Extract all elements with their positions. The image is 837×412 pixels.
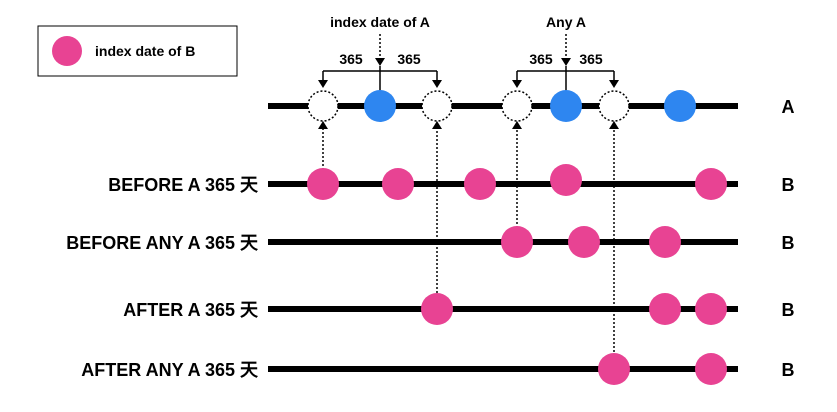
b-event-marker — [550, 164, 582, 196]
b-event-marker — [695, 168, 727, 200]
row-tag: A — [782, 97, 795, 117]
b-event-marker — [501, 226, 533, 258]
legend-marker — [52, 36, 82, 66]
row-label: BEFORE A 365 天 — [108, 175, 259, 195]
b-event-marker — [598, 353, 630, 385]
a-event-marker — [664, 90, 696, 122]
window-start-marker — [307, 90, 339, 122]
any-interval-left-label: 365 — [529, 51, 553, 67]
index-title-arrowhead — [375, 58, 385, 66]
row-tag: B — [782, 175, 795, 195]
b-event-marker — [382, 168, 414, 200]
row-after-a: AFTER A 365 天 B — [123, 293, 795, 325]
row-a: A — [268, 90, 795, 122]
row-tag: B — [782, 300, 795, 320]
b-event-marker — [649, 293, 681, 325]
a-event-marker — [364, 90, 396, 122]
row-after-any-a: AFTER ANY A 365 天 B — [81, 353, 795, 385]
b-event-marker — [307, 168, 339, 200]
row-label: BEFORE ANY A 365 天 — [66, 233, 259, 253]
b-event-marker — [568, 226, 600, 258]
any-interval-right-label: 365 — [579, 51, 603, 67]
any-bracket: 365 365 — [512, 51, 619, 92]
row-label: AFTER ANY A 365 天 — [81, 360, 259, 380]
row-before-any-a: BEFORE ANY A 365 天 B — [66, 226, 795, 258]
legend-label: index date of B — [95, 43, 195, 59]
a-event-marker — [550, 90, 582, 122]
row-tag: B — [782, 233, 795, 253]
row-tag: B — [782, 360, 795, 380]
b-event-marker — [695, 353, 727, 385]
any-window-end-marker — [598, 90, 630, 122]
any-a-title: Any A — [546, 14, 586, 30]
interval-left-label: 365 — [339, 51, 363, 67]
window-end-marker — [421, 90, 453, 122]
b-event-marker — [649, 226, 681, 258]
legend: index date of B — [37, 25, 238, 77]
index-date-title: index date of A — [330, 14, 430, 30]
index-bracket: 365 365 — [318, 51, 442, 92]
row-label: AFTER A 365 天 — [123, 300, 259, 320]
b-event-marker — [421, 293, 453, 325]
any-window-start-marker — [501, 90, 533, 122]
b-event-marker — [464, 168, 496, 200]
any-title-arrowhead — [561, 58, 571, 66]
interval-right-label: 365 — [397, 51, 421, 67]
row-before-a: BEFORE A 365 天 B — [108, 164, 795, 200]
b-event-marker — [695, 293, 727, 325]
